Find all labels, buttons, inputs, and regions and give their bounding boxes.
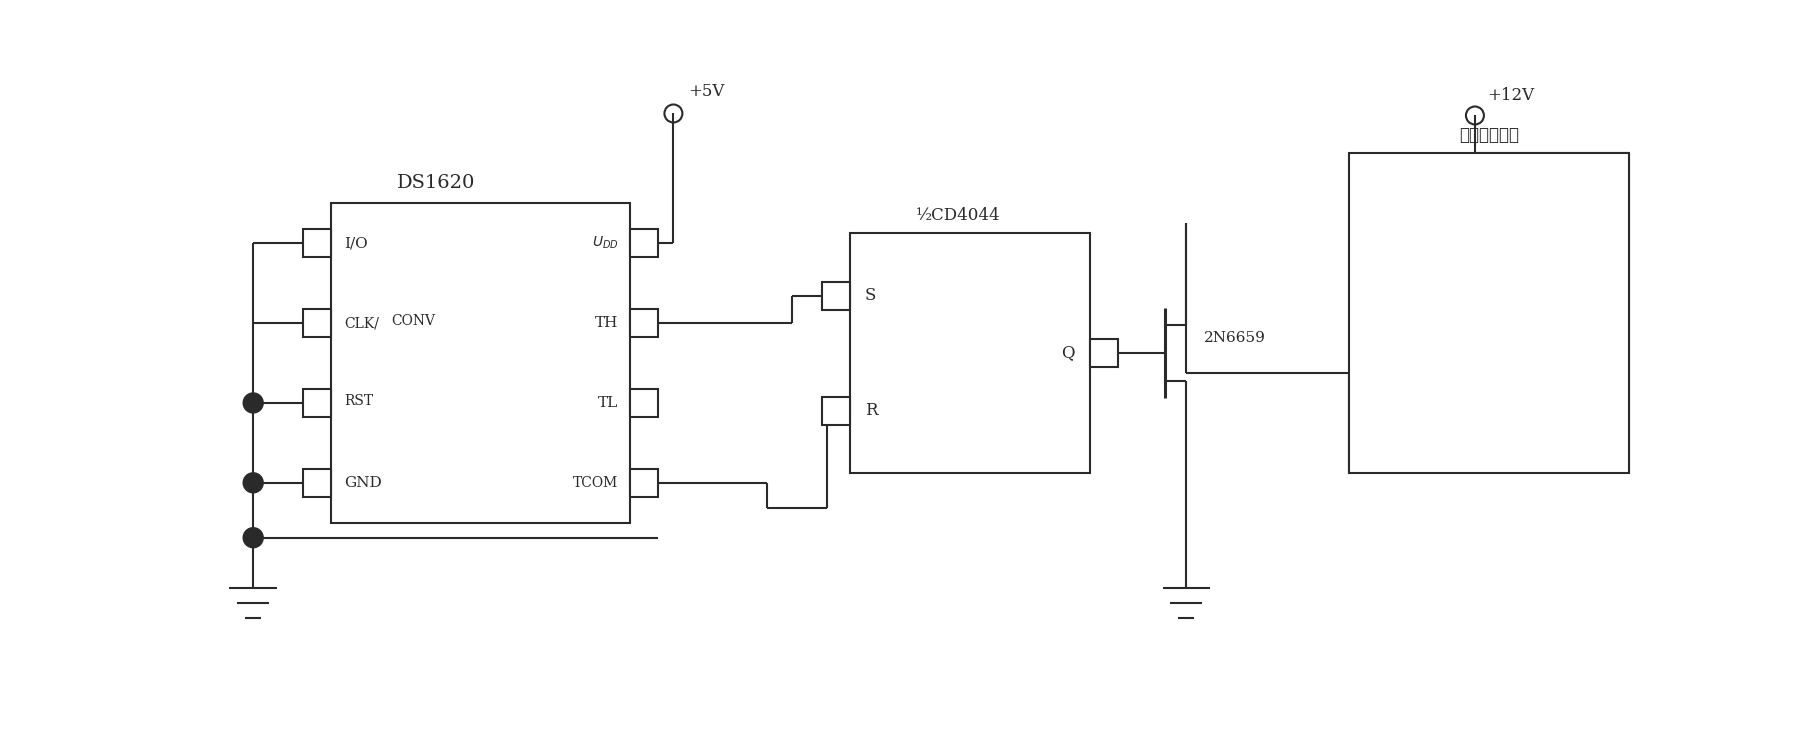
Circle shape	[244, 528, 264, 547]
Text: GND: GND	[344, 476, 382, 489]
Text: CONV: CONV	[391, 314, 436, 328]
Circle shape	[244, 393, 264, 413]
Bar	[303, 389, 332, 417]
Text: DS1620: DS1620	[396, 175, 475, 192]
Bar	[1348, 154, 1628, 473]
Bar	[631, 389, 658, 417]
Text: +12V: +12V	[1486, 87, 1535, 104]
Bar	[631, 469, 658, 497]
Bar	[332, 203, 631, 523]
Text: 小型电加热器: 小型电加热器	[1460, 127, 1519, 145]
Text: S: S	[864, 287, 877, 304]
Text: TCOM: TCOM	[574, 476, 619, 489]
Text: R: R	[864, 402, 877, 419]
Bar	[303, 229, 332, 258]
Text: ½CD4044: ½CD4044	[916, 207, 1000, 224]
Bar	[631, 309, 658, 337]
Circle shape	[244, 473, 264, 492]
Bar	[823, 282, 850, 309]
Bar	[850, 233, 1090, 473]
Bar	[303, 469, 332, 497]
Bar	[303, 309, 332, 337]
Text: $U_{DD}$: $U_{DD}$	[592, 235, 619, 252]
Text: Q: Q	[1061, 345, 1074, 361]
Bar	[823, 397, 850, 425]
Text: I/O: I/O	[344, 236, 368, 250]
Text: TL: TL	[599, 396, 619, 410]
Text: TH: TH	[595, 316, 619, 330]
Bar	[1090, 339, 1117, 367]
Text: CLK/: CLK/	[344, 316, 378, 330]
Text: +5V: +5V	[689, 83, 724, 100]
Text: RST: RST	[344, 394, 373, 408]
Bar	[631, 229, 658, 258]
Text: 2N6659: 2N6659	[1205, 331, 1266, 345]
